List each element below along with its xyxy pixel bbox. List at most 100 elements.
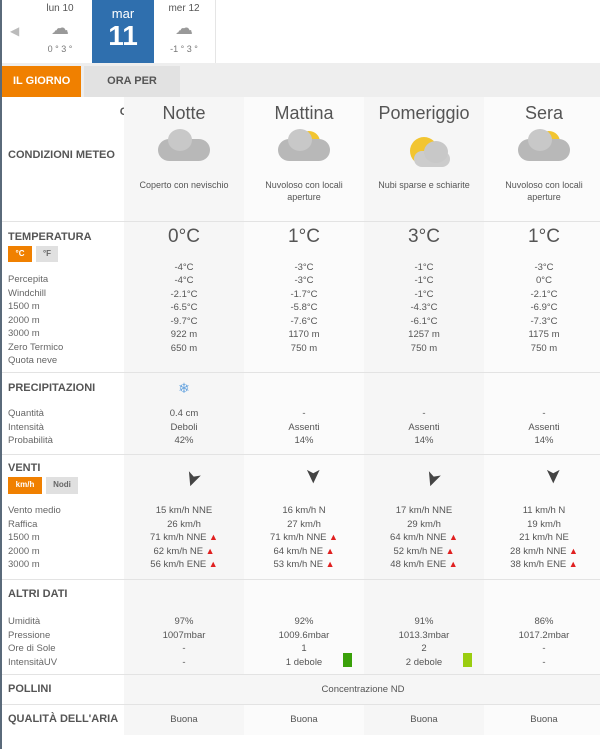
tab-il-giorno[interactable]: IL GIORNO [2, 66, 82, 97]
day-mer-12[interactable]: mer 12 ☁ -1 ° 3 ° [154, 0, 214, 63]
wind-value: 48 km/h ENE ▲ [364, 558, 484, 572]
unit-celsius-button[interactable]: °C [8, 246, 32, 262]
other-value: 2 debole [405, 656, 443, 668]
temp-value: -7.6°C [290, 315, 318, 327]
section-wind: VENTI km/h Nodi Vento medio Raffica 1500 m… [2, 455, 600, 580]
temp-value: 0°C [536, 275, 552, 286]
column-bg [484, 97, 600, 735]
air-quality-value: Buona [290, 714, 318, 725]
cloud-icon: ☁ [175, 18, 193, 38]
column-name: Mattina [274, 103, 334, 123]
warning-icon: ▲ [443, 545, 455, 556]
wind-rows: 17 km/h NNE 29 km/h 64 km/h NNE ▲ 52 km/h N… [364, 504, 484, 572]
precipitation-value: 0.4 cm [169, 408, 199, 419]
precipitation-cell: - Assenti 14% [484, 373, 600, 448]
wind-text: 28 km/h NNE [510, 545, 567, 557]
other-value: 1007mbar [162, 629, 206, 641]
wind-value: 17 km/h NNE [364, 504, 484, 518]
other-value: 1 [301, 643, 307, 654]
unit-knots-button[interactable]: Nodi [46, 477, 78, 494]
column-name: Pomeriggio [378, 103, 470, 123]
wind-text: 71 km/h NNE [270, 532, 327, 543]
row-label: Quantità [8, 408, 44, 419]
wind-value: 19 km/h [484, 518, 600, 532]
cloud-icon [278, 128, 330, 161]
section-pollen: POLLINI Concentrazione ND [2, 675, 600, 705]
chevron-left-icon[interactable]: ◀ [10, 24, 20, 38]
wind-direction-arrow-icon: ➤ [542, 467, 564, 485]
wind-rows: 16 km/h N 27 km/h 71 km/h NNE ▲ 64 km/h NE … [244, 504, 364, 572]
row-label: Intensità [8, 421, 44, 433]
wind-text: 29 km/h [407, 518, 441, 530]
uv-index-bar [343, 653, 352, 667]
row-label: IntensitàUV [8, 656, 58, 668]
temp-value: -6.9°C [530, 302, 558, 313]
precipitation-cell: ❄ 0.4 cm Deboli 42% [124, 373, 244, 448]
day-mar-11-selected[interactable]: mar 11 [92, 0, 154, 63]
temp-value: -1°C [414, 275, 434, 286]
cloud-icon [518, 128, 570, 161]
row-labels: Quantità Intensità Probabilità [8, 407, 53, 448]
row-labels: Percepita Windchill 1500 m 2000 m 3000 m Zero… [8, 273, 63, 368]
unit-kmh-button[interactable]: km/h [8, 477, 42, 494]
wind-value: 16 km/h N [244, 504, 364, 518]
cloud-sleet-icon [124, 128, 244, 173]
precipitation-value: - [302, 408, 306, 419]
day-lun-10[interactable]: lun 10 ☁ 0 ° 3 ° [30, 0, 90, 63]
day-temps: 0 ° 3 ° [47, 44, 73, 54]
temperature-cell: 1°C -3°C -3°C -1.7°C -5.8°C -7.6°C 1170 m 750 m [244, 222, 364, 355]
wind-value: 62 km/h NE ▲ [124, 545, 244, 559]
precipitation-value: 42% [174, 435, 194, 446]
forecast-table: CONDIZIONI METEO Notte Coperto con nevisc… [2, 97, 600, 735]
day-number: 11 [108, 20, 138, 51]
wind-direction-arrow-icon: ➤ [302, 467, 324, 485]
wind-value: 15 km/h NNE [124, 504, 244, 518]
condition-cell: Mattina Nuvoloso con locali aperture [244, 97, 364, 222]
row-label: Ore di Sole [8, 643, 56, 654]
warning-icon: ▲ [566, 559, 578, 569]
wind-value: 53 km/h NE ▲ [244, 558, 364, 572]
wind-value: 64 km/h NE ▲ [244, 545, 364, 559]
temp-value: 750 m [530, 342, 558, 354]
row-label: Windchill [8, 287, 47, 299]
wind-text: 48 km/h ENE [390, 559, 447, 570]
unit-fahrenheit-button[interactable]: °F [36, 246, 58, 262]
main-temperature: 3°C [408, 226, 440, 247]
pollen-value: Concentrazione ND [124, 675, 600, 704]
section-air-quality: QUALITÀ DELL'ARIA Buona Buona Buona Buona [2, 705, 600, 735]
precipitation-value: Assenti [408, 421, 440, 433]
cloud-icon [158, 128, 210, 161]
temp-rows: -4°C -4°C -2.1°C -6.5°C -9.7°C 922 m 650 m [124, 261, 244, 356]
day-name: mer 12 [168, 3, 200, 14]
tab-ora-per-ora[interactable]: ORA PER ORA [84, 66, 180, 118]
temp-value: -5.8°C [290, 302, 318, 313]
temp-value: -2.1°C [170, 288, 198, 300]
cloud-sun-icon [484, 128, 600, 173]
air-quality-value: Buona [530, 714, 558, 725]
temperature-cell: 0°C -4°C -4°C -2.1°C -6.5°C -9.7°C 922 m 650 m [124, 222, 244, 355]
temp-value: -4°C [174, 275, 194, 286]
wind-value: 26 km/h [124, 518, 244, 532]
row-label: Zero Termico [8, 341, 64, 353]
temperature-cell: 3°C -1°C -1°C -1°C -4.3°C -6.1°C 1257 m 750 m [364, 222, 484, 355]
wind-value: 52 km/h NE ▲ [364, 545, 484, 559]
condition-cell: Sera Nuvoloso con locali aperture [484, 97, 600, 222]
temp-rows: -3°C 0°C -2.1°C -6.9°C -7.3°C 1175 m 750 m [484, 261, 600, 356]
row-label: Quota neve [8, 355, 58, 366]
no-icon [244, 373, 364, 407]
section-temperature: TEMPERATURA °C °F Percepita Windchill 1500… [2, 222, 600, 373]
no-icon [364, 373, 484, 407]
wind-text: 64 km/h NE [273, 545, 324, 557]
wind-cell: ➤ 16 km/h N 27 km/h 71 km/h NNE ▲ 64 km/h NE… [244, 455, 364, 572]
warning-icon: ▲ [566, 545, 578, 556]
other-value: 92% [294, 616, 314, 627]
day-temps: -1 ° 3 ° [170, 44, 198, 54]
temp-value: 1257 m [408, 329, 440, 340]
other-value: 1013.3mbar [398, 629, 450, 641]
air-quality-value: Buona [410, 714, 438, 725]
temp-value: -4°C [174, 261, 194, 273]
wind-rows: 11 km/h N 19 km/h 21 km/h NE 28 km/h NNE ▲ 3… [484, 504, 600, 572]
view-tabs: IL GIORNO ORA PER ORA [2, 63, 600, 118]
temp-rows: -1°C -1°C -1°C -4.3°C -6.1°C 1257 m 750 m [364, 261, 484, 356]
row-label: Percepita [8, 274, 49, 285]
